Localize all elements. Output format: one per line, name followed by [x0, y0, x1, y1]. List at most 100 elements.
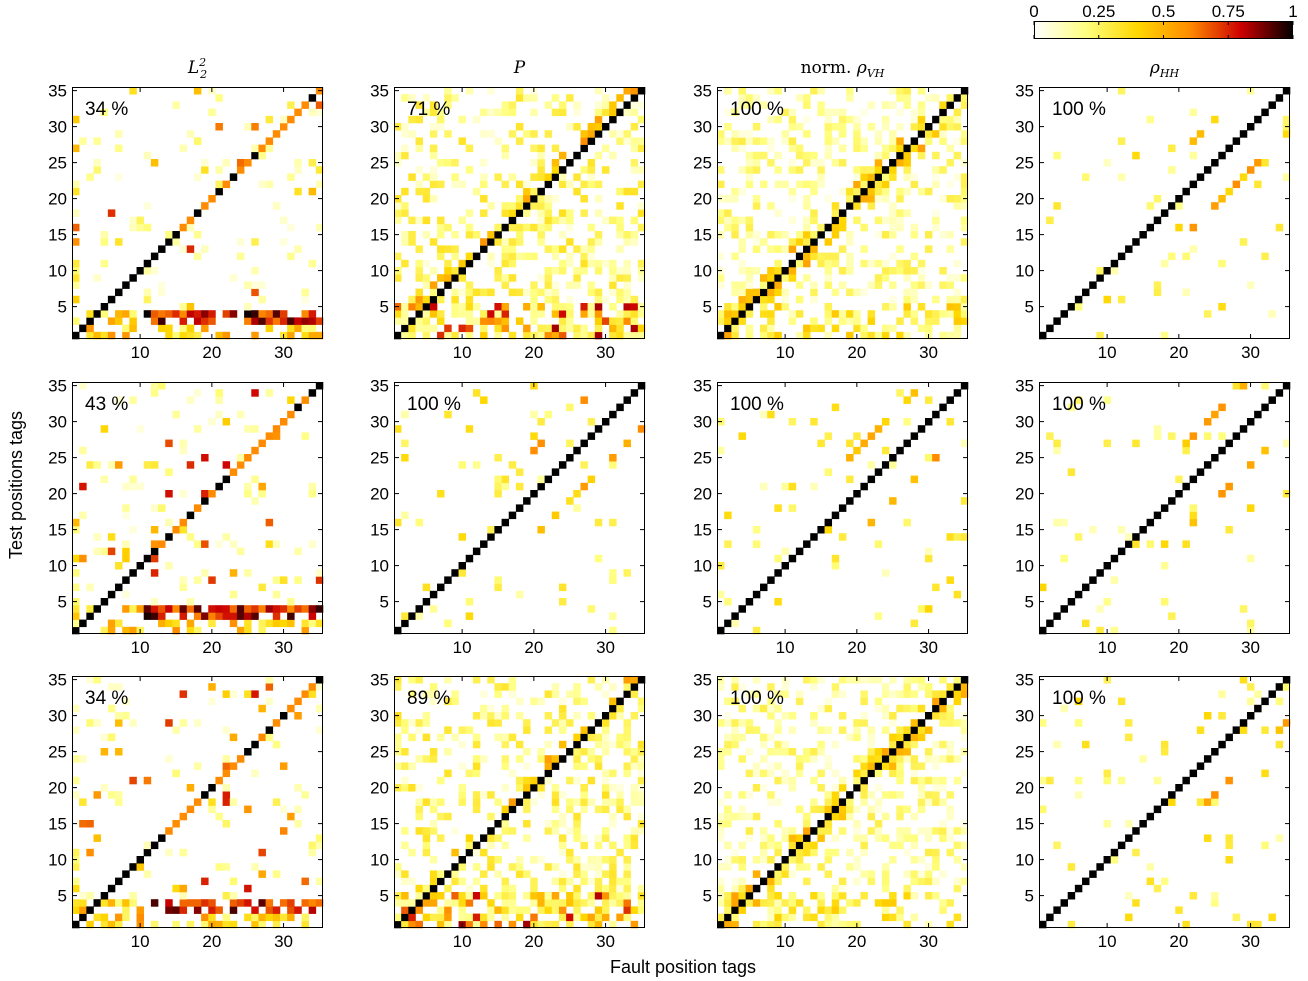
heatmap-cell	[601, 776, 610, 785]
heatmap-cell	[294, 245, 302, 253]
heatmap-cell	[946, 331, 954, 340]
heatmap-cell	[107, 920, 116, 929]
heatmap-cell	[222, 475, 231, 484]
heatmap-cell	[229, 310, 238, 318]
heatmap-cell	[79, 798, 87, 806]
heatmap-cell	[186, 784, 195, 792]
heatmap-cell	[824, 115, 833, 124]
heatmap-cell	[501, 740, 510, 749]
heatmap-cell	[215, 776, 223, 785]
heatmap-cell	[731, 216, 739, 225]
heatmap-cell	[1132, 533, 1140, 541]
heatmap-cell	[179, 518, 188, 527]
heatmap-cell	[558, 884, 567, 893]
heatmap-cell	[903, 295, 911, 304]
heatmap-cell	[838, 726, 847, 734]
heatmap-cell	[523, 187, 531, 196]
heatmap-cell	[251, 331, 259, 340]
heatmap-cell	[72, 612, 80, 620]
heatmap-cell	[494, 712, 502, 720]
heatmap-cell	[1189, 245, 1198, 253]
heatmap-cell	[774, 841, 782, 850]
heatmap-cell	[767, 870, 775, 878]
heatmap-cell	[795, 281, 804, 289]
heatmap-cell	[494, 108, 502, 117]
heatmap-cell	[236, 626, 245, 635]
heatmap-cell	[107, 626, 116, 635]
heatmap-cell	[860, 870, 868, 878]
heatmap-cell	[1211, 454, 1219, 462]
heatmap-cell	[630, 841, 639, 850]
heatmap-cell	[422, 195, 431, 203]
heatmap-cell	[810, 216, 818, 225]
heatmap-cell	[788, 892, 797, 900]
heatmap-cell	[860, 166, 868, 174]
heatmap-cell	[817, 223, 825, 232]
heatmap-cell	[896, 805, 904, 814]
heatmap-cell	[609, 740, 617, 749]
x-axis-label: Fault position tags	[610, 957, 756, 977]
heatmap-cell	[143, 841, 152, 850]
x-tick-label: 10	[453, 638, 472, 657]
heatmap-cells	[72, 676, 324, 929]
heatmap-cell	[408, 295, 416, 304]
heatmap-cell	[401, 748, 409, 756]
heatmap-cell	[86, 461, 94, 469]
heatmap-cell	[558, 317, 567, 325]
heatmap-cell	[544, 726, 553, 734]
tick-marks	[1039, 382, 1290, 634]
heatmap-cell	[810, 159, 818, 167]
heatmap-cell	[1189, 432, 1198, 440]
heatmap-cell	[616, 740, 624, 749]
heatmap-cell	[788, 726, 797, 734]
heatmap-cell	[580, 784, 588, 792]
heatmap-cell	[308, 310, 317, 318]
heatmap-cell	[594, 87, 603, 95]
heatmap-cell	[287, 252, 295, 261]
heatmap-cell	[731, 726, 739, 734]
heatmap-cell	[616, 202, 624, 210]
x-tick-label: 30	[919, 343, 938, 362]
heatmap-cell	[717, 590, 725, 599]
heatmap-cell	[401, 892, 409, 900]
heatmap-cell	[1103, 396, 1112, 404]
heatmap-cell	[810, 827, 818, 835]
heatmap-cell	[573, 892, 581, 900]
heatmap-cell	[523, 331, 531, 340]
heatmap-cell	[1053, 202, 1061, 210]
heatmap-cell	[437, 583, 445, 592]
heatmap-cell	[587, 733, 596, 742]
heatmap-cell	[767, 295, 775, 304]
heatmap-cell	[738, 245, 746, 253]
heatmap-cell	[824, 762, 833, 770]
heatmap-cell	[853, 288, 861, 297]
heatmap-cell	[824, 274, 833, 282]
heatmap-cell	[594, 877, 603, 886]
y-tick-label: 20	[48, 485, 67, 504]
heatmap-cell	[72, 899, 80, 907]
heatmap-cell	[558, 209, 567, 217]
heatmap-cell	[745, 180, 754, 189]
heatmap-cell	[143, 259, 152, 268]
heatmap-cell	[401, 827, 409, 835]
heatmap-cell	[515, 906, 524, 914]
heatmap-cell	[724, 619, 732, 628]
heatmap-cell	[838, 209, 847, 217]
heatmap-cell	[551, 755, 560, 763]
heatmap-cell	[881, 173, 890, 181]
heatmap-cell	[717, 331, 725, 340]
heatmap-cell	[752, 762, 761, 770]
heatmap-cell	[803, 259, 811, 268]
heatmap-cell	[623, 274, 631, 282]
heatmap-cell	[401, 877, 409, 886]
heatmap-cell	[637, 180, 646, 189]
heatmap-cell	[408, 115, 416, 124]
heatmap-cell	[1168, 497, 1176, 505]
heatmap-cell	[100, 913, 109, 922]
heatmap-cell	[308, 317, 317, 325]
heatmap-cell	[1146, 518, 1155, 527]
heatmap-cell	[551, 310, 560, 318]
heatmap-cell	[258, 619, 266, 628]
heatmap-cell	[1146, 863, 1155, 871]
heatmap-cell	[738, 733, 746, 742]
